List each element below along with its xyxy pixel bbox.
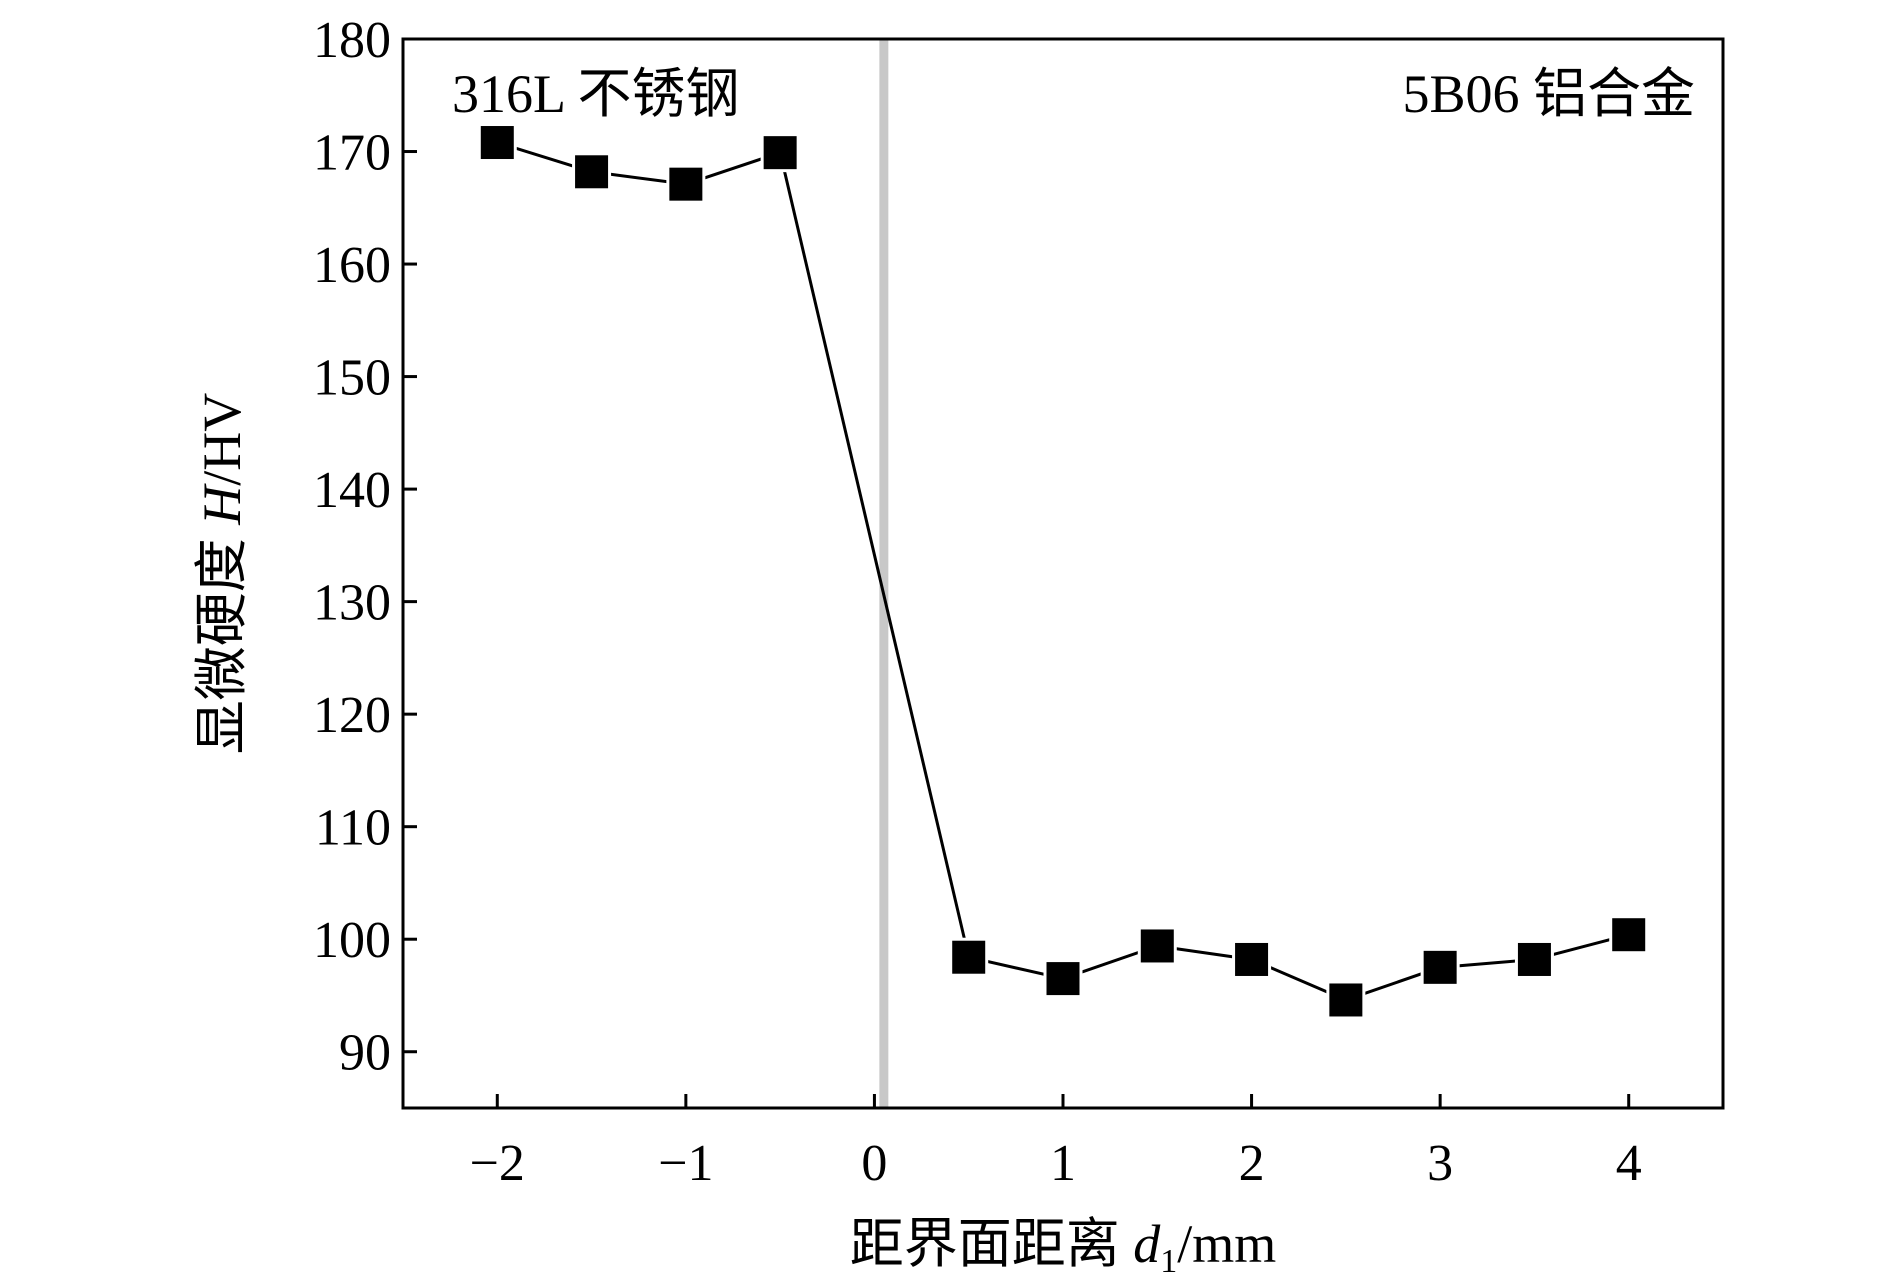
y-tick-label: 90 (339, 1025, 391, 1082)
y-tick-label: 100 (313, 912, 391, 969)
data-point-marker (1232, 939, 1272, 979)
y-tick-label: 150 (313, 350, 391, 407)
data-point-marker (949, 937, 989, 977)
annotation-316l-stainless-steel: 316L 不锈钢 (452, 64, 739, 124)
x-axis-label-sub: 1 (1160, 1243, 1177, 1280)
x-tick-label: 3 (1427, 1135, 1453, 1192)
x-axis-label: 距界面距离 d1/mm (850, 1214, 1277, 1280)
data-point-marker (1420, 947, 1460, 987)
x-axis-label-prefix: 距界面距离 (850, 1214, 1134, 1274)
x-axis-label-unit: /mm (1177, 1214, 1276, 1274)
data-point-marker (1137, 926, 1177, 966)
x-tick-label: −1 (658, 1135, 713, 1192)
data-point-marker (477, 123, 517, 163)
y-tick-label: 170 (313, 125, 391, 182)
y-tick-label: 180 (313, 12, 391, 69)
x-tick-label: −2 (470, 1135, 525, 1192)
data-point-marker (572, 152, 612, 192)
y-axis-label-var: H (192, 483, 252, 526)
data-point-marker (1609, 915, 1649, 955)
series-line-segment (778, 152, 971, 958)
y-axis-label: 显微硬度 H/HV (192, 393, 252, 755)
y-tick-label: 140 (313, 462, 391, 519)
x-tick-label: 4 (1616, 1135, 1642, 1192)
y-tick-label: 120 (313, 687, 391, 744)
y-axis-label-prefix: 显微硬度 (192, 525, 252, 755)
y-tick-label: 130 (313, 575, 391, 632)
x-tick-label: 0 (861, 1135, 887, 1192)
data-point-marker (1043, 959, 1083, 999)
x-tick-label: 2 (1239, 1135, 1265, 1192)
y-axis-label-unit: /HV (192, 393, 252, 486)
y-tick-label: 110 (315, 800, 391, 857)
y-tick-label: 160 (313, 237, 391, 294)
data-point-marker (1514, 939, 1554, 979)
annotation-5b06-aluminum-alloy: 5B06 铝合金 (1402, 64, 1695, 124)
data-point-marker (760, 133, 800, 173)
data-point-marker (666, 164, 706, 204)
data-point-marker (1326, 980, 1366, 1020)
x-tick-label: 1 (1050, 1135, 1076, 1192)
x-axis-label-var: d (1133, 1214, 1161, 1274)
